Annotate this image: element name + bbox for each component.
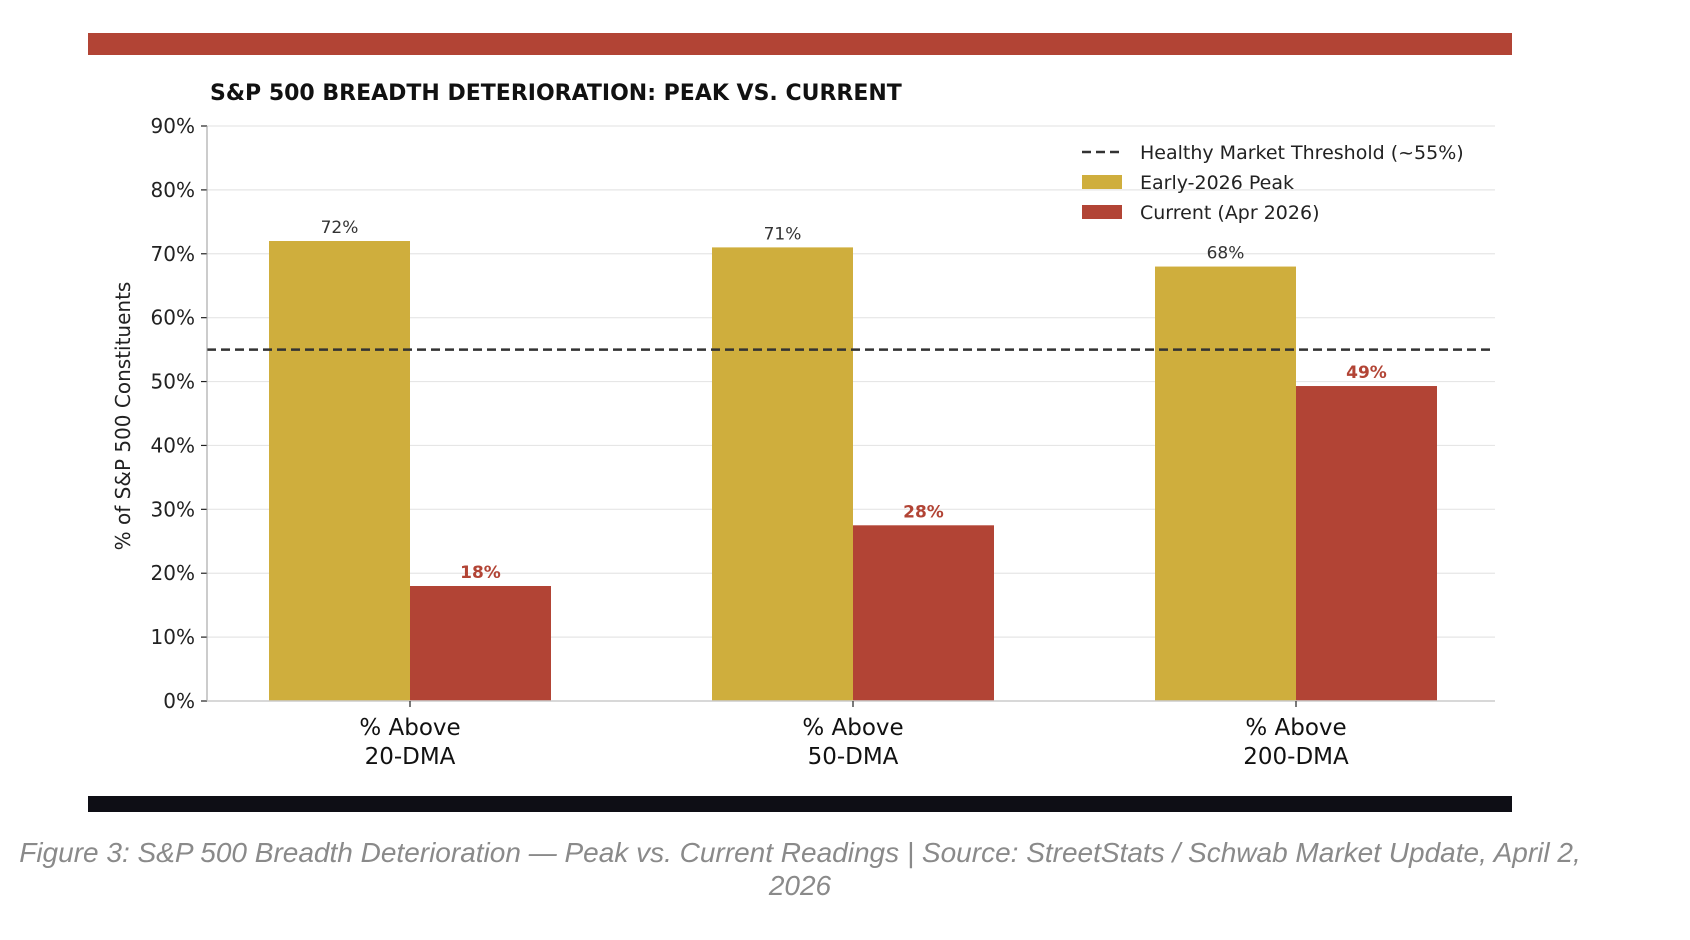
current-value-label: 28% [903, 502, 944, 522]
y-tick-label: 50% [151, 370, 195, 394]
peak-bar-2 [712, 247, 853, 701]
x-tick-label: % Above [1245, 715, 1346, 741]
legend-series-label: Early-2026 Peak [1140, 172, 1294, 194]
current-value-label: 49% [1346, 363, 1387, 383]
x-tick-label: 200-DMA [1243, 744, 1349, 770]
y-tick-label: 20% [151, 561, 195, 585]
peak-bar-3 [1155, 266, 1296, 701]
peak-value-label: 72% [321, 218, 359, 238]
y-tick-label: 30% [151, 497, 195, 521]
x-tick-label: % Above [802, 715, 903, 741]
y-tick-label: 60% [151, 306, 195, 330]
y-tick-label: 10% [151, 625, 195, 649]
y-tick-label: 90% [151, 114, 195, 138]
x-tick-label: 20-DMA [365, 744, 456, 770]
bottom-accent-bar [88, 796, 1512, 812]
legend-threshold-label: Healthy Market Threshold (~55%) [1140, 142, 1464, 164]
legend-series-label: Current (Apr 2026) [1140, 202, 1320, 224]
breadth-bar-chart: S&P 500 BREADTH DETERIORATION: PEAK VS. … [111, 81, 1495, 770]
y-tick-label: 80% [151, 178, 195, 202]
current-bar-1 [410, 586, 551, 701]
x-tick-label: % Above [359, 715, 460, 741]
y-tick-label: 0% [163, 689, 195, 713]
legend-swatch [1082, 175, 1122, 189]
top-accent-bar [88, 33, 1512, 55]
legend-swatch [1082, 205, 1122, 219]
y-axis-label: % of S&P 500 Constituents [111, 282, 135, 551]
peak-value-label: 71% [764, 224, 802, 244]
current-value-label: 18% [460, 563, 501, 583]
peak-value-label: 68% [1207, 244, 1245, 264]
x-tick-label: 50-DMA [808, 744, 899, 770]
chart-title: S&P 500 BREADTH DETERIORATION: PEAK VS. … [210, 81, 902, 106]
current-bar-2 [853, 525, 994, 701]
y-tick-label: 40% [151, 433, 195, 457]
y-tick-label: 70% [151, 242, 195, 266]
figure-caption: Figure 3: S&P 500 Breadth Deterioration … [19, 837, 1581, 901]
peak-bar-1 [269, 241, 410, 701]
current-bar-3 [1296, 386, 1437, 701]
